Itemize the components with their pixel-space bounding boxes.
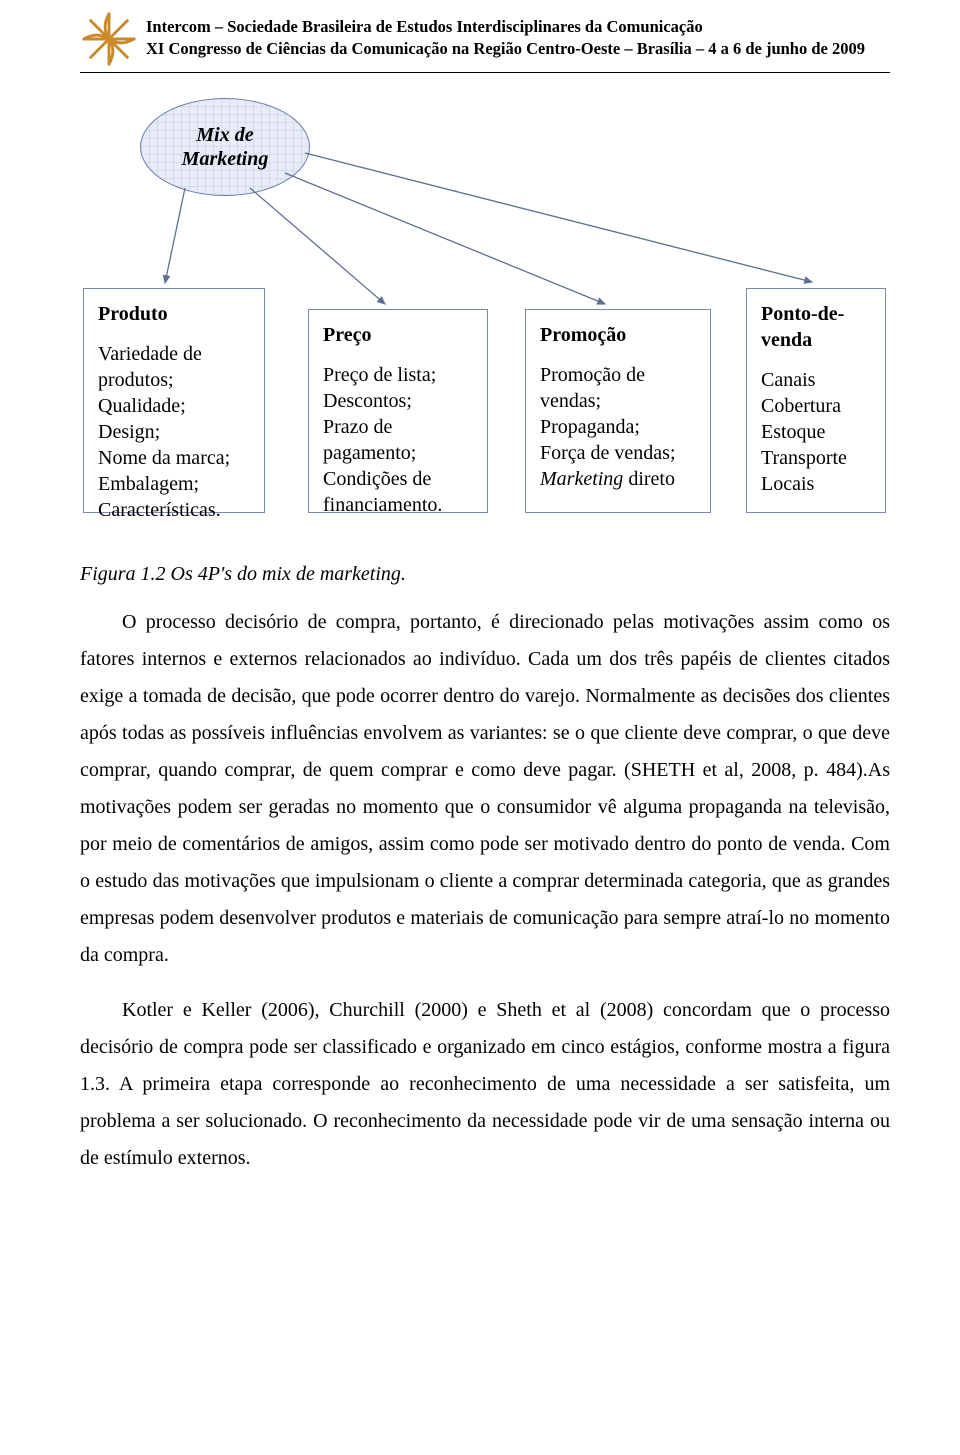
box-preco: Preço Preço de lista; Descontos; Prazo d…: [308, 309, 488, 513]
box-ponto-title: Ponto-de- venda: [761, 301, 871, 353]
page-header: Intercom – Sociedade Brasileira de Estud…: [80, 10, 890, 73]
header-text: Intercom – Sociedade Brasileira de Estud…: [146, 16, 865, 63]
edge-to-promocao: [285, 173, 605, 304]
intercom-logo-icon: [80, 10, 138, 68]
header-line-1: Intercom – Sociedade Brasileira de Estud…: [146, 16, 865, 38]
figure-caption: Figura 1.2 Os 4P's do mix de marketing.: [80, 563, 890, 586]
box-preco-title: Preço: [323, 322, 473, 348]
paragraph-1: O processo decisório de compra, portanto…: [80, 604, 890, 974]
header-line-2: XI Congresso de Ciências da Comunicação …: [146, 38, 865, 60]
edge-to-preco: [250, 188, 385, 304]
box-ponto-body: Canais Cobertura Estoque Transporte Loca…: [761, 367, 871, 497]
box-promocao-title: Promoção: [540, 322, 696, 348]
box-ponto: Ponto-de- venda Canais Cobertura Estoque…: [746, 288, 886, 513]
edge-to-ponto: [305, 153, 812, 282]
box-produto-title: Produto: [98, 301, 250, 327]
box-produto: Produto Variedade de produtos; Qualidade…: [83, 288, 265, 513]
box-promocao: Promoção Promoção devendas;Propaganda;Fo…: [525, 309, 711, 513]
paragraph-2: Kotler e Keller (2006), Churchill (2000)…: [80, 992, 890, 1177]
marketing-mix-diagram: Mix de Marketing Produto Variedade de pr…: [80, 93, 890, 533]
page: Intercom – Sociedade Brasileira de Estud…: [0, 0, 960, 1235]
box-produto-body: Variedade de produtos; Qualidade; Design…: [98, 341, 250, 523]
diagram-root-node: Mix de Marketing: [140, 98, 310, 196]
box-promocao-body: Promoção devendas;Propaganda;Força de ve…: [540, 362, 696, 492]
diagram-root-label: Mix de Marketing: [151, 123, 299, 171]
box-preco-body: Preço de lista; Descontos; Prazo de paga…: [323, 362, 473, 518]
edge-to-produto: [165, 188, 185, 283]
